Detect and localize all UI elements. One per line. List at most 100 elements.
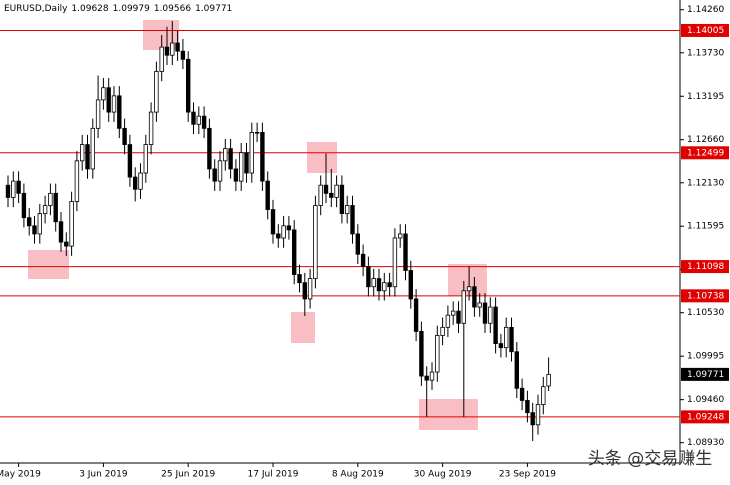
last-low: 1.09566 [154,4,191,14]
candle-body [249,132,254,174]
x-tick-label: 30 Aug 2019 [414,470,472,480]
candle-body [207,127,212,170]
candle-body [392,237,398,288]
level-label-box [681,23,729,37]
highlight-box [307,142,337,173]
candle-body [334,184,339,198]
candle-body [350,205,355,235]
candle-body [117,95,122,129]
candle-body [286,225,292,231]
header: EURUSD,Daily 1.09628 1.09979 1.09566 1.09771 [4,4,232,14]
candle-body [530,412,535,426]
candle-body [366,266,371,288]
candle-body [185,58,191,113]
level-label: 1.10738 [687,291,724,301]
candle-body [477,302,482,308]
candle-body [53,192,58,223]
current-price-box [681,367,729,381]
candle-body [175,42,180,52]
candle-body [440,326,445,336]
candle-body [397,233,403,239]
y-tick-label: 1.13730 [687,48,724,58]
candle-body [159,46,164,72]
candle-body [32,225,37,235]
candle-body [85,144,90,170]
candle-body [376,278,382,292]
candle-body [466,286,472,292]
candle-body [106,87,111,113]
level-label-box [681,146,729,160]
candle-body [223,148,228,162]
candle-body [276,233,281,239]
candle-body [64,241,69,247]
y-tick-label: 1.12660 [687,135,724,145]
candle-body [95,99,101,129]
x-tick-label: 17 Jul 2019 [248,470,299,480]
candle-body [461,290,466,324]
candle-body [488,306,493,324]
y-tick-label: 1.13195 [687,92,724,102]
y-tick-label: 1.14260 [687,5,724,15]
symbol: EURUSD,Daily [4,4,68,14]
y-tick-label: 1.09995 [687,352,724,362]
candle-body [360,253,366,267]
candle-body [48,192,53,206]
candle-body [503,326,509,349]
y-tick-label: 1.11595 [687,222,724,232]
candle-body [69,201,74,247]
candle-body [482,302,488,324]
candle-body [143,144,148,174]
candle-body [445,314,451,328]
candle-body [270,209,276,235]
current-price-label: 1.09771 [687,370,724,380]
candle-body [535,404,541,426]
candle-body [233,168,239,182]
candle-body [148,111,154,145]
candle-body [201,115,207,129]
level-label: 1.09248 [687,412,724,422]
candle-body [217,160,223,182]
candle-body [318,184,323,206]
candle-body [382,282,387,292]
candle-body [238,152,244,182]
level-label: 1.14005 [687,26,724,36]
candle-body [429,371,435,381]
candle-body [546,373,551,387]
candle-body [21,192,27,219]
candle-body [254,132,260,134]
candle-body [519,387,525,401]
last-open: 1.09628 [71,4,108,14]
candle-body [297,274,302,284]
candle-body [493,306,498,344]
highlight-box [28,250,69,279]
level-label-box [681,260,729,274]
y-tick-label: 1.08930 [687,438,724,448]
candle-body [541,386,546,405]
level-label: 1.12499 [687,148,724,158]
candle-body [509,326,514,353]
candle-body [435,335,440,373]
candle-body [127,144,133,178]
candle-body [80,144,85,162]
candle-body [514,351,519,389]
y-tick-label: 1.09460 [687,395,724,405]
candle-body [424,375,429,381]
x-tick-label: 8 Aug 2019 [332,470,384,480]
x-tick-label: 25 Jun 2019 [161,470,215,480]
candle-body [355,233,360,255]
candle-body [180,50,186,60]
candle-body [413,298,419,332]
last-high: 1.09979 [113,4,150,14]
candle-body [90,127,95,170]
candle-body [132,176,138,190]
candle-body [291,229,297,275]
candle-body [498,343,504,349]
candle-body [260,132,265,182]
y-tick-label: 1.10530 [687,308,724,318]
level-label-box [681,410,729,424]
candle-body [122,127,127,145]
last-close: 1.09771 [195,4,232,14]
candle-body [307,278,313,300]
level-label-box [681,289,729,303]
